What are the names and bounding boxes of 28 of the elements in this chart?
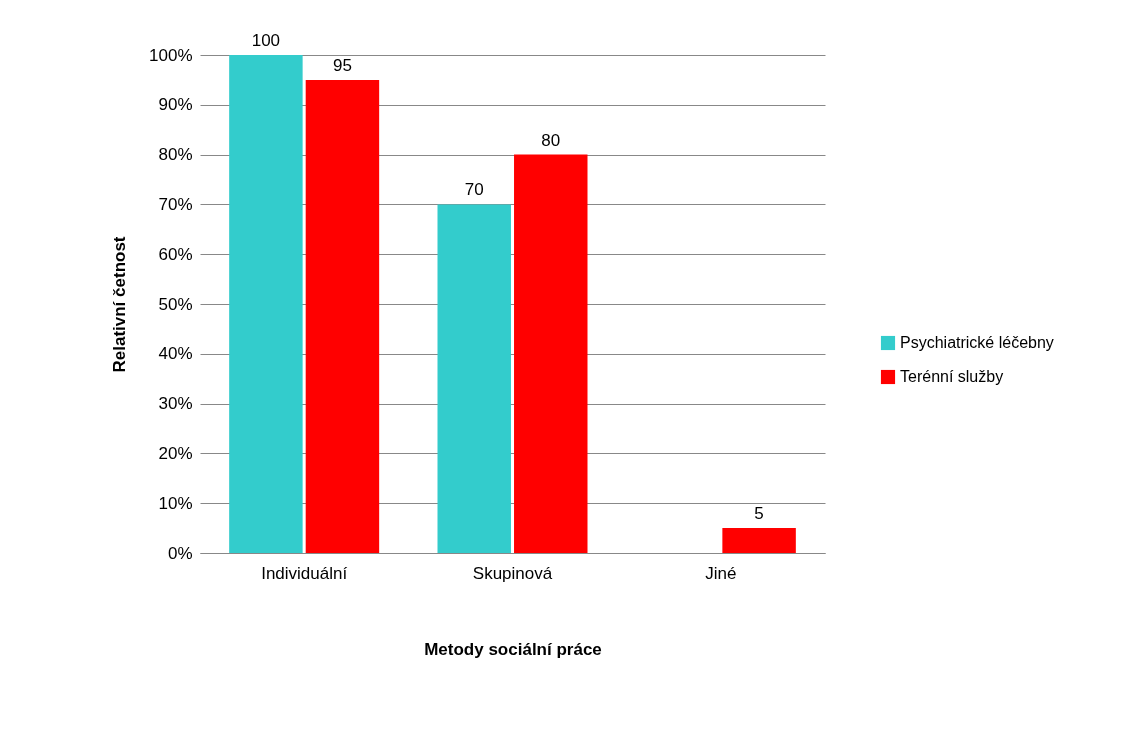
y-tick-label: 60% <box>158 244 193 264</box>
bar <box>305 79 380 553</box>
x-tick-label: Jiné <box>705 563 737 583</box>
bar <box>437 204 511 553</box>
data-label: 5 <box>754 504 764 524</box>
x-axis-title: Metody sociální práce <box>424 639 602 659</box>
y-tick-label: 90% <box>158 95 193 115</box>
y-tick-label: 10% <box>158 493 193 513</box>
y-tick-label: 50% <box>158 294 193 314</box>
y-tick-label: 0% <box>167 543 193 563</box>
x-tick-label: Skupinová <box>472 563 553 583</box>
data-label: 100 <box>251 31 281 50</box>
y-axis-title: Relativní četnost <box>110 236 130 373</box>
bar <box>514 154 588 553</box>
data-label: 80 <box>541 130 561 150</box>
x-tick-label: Individuální <box>261 563 348 583</box>
bar <box>722 528 796 553</box>
y-tick-label: 100% <box>149 45 193 65</box>
y-tick-label: 40% <box>158 344 193 364</box>
data-label: 95 <box>332 55 352 75</box>
legend-label: Terénní služby <box>900 368 1004 385</box>
y-tick-label: 70% <box>158 194 193 214</box>
y-tick-label: 30% <box>158 394 193 414</box>
data-label: 70 <box>464 180 484 200</box>
y-tick-label: 20% <box>158 443 193 463</box>
y-tick-label: 80% <box>158 145 193 165</box>
bar <box>229 55 303 553</box>
legend-label: Psychiatrické léčebny <box>900 334 1054 351</box>
